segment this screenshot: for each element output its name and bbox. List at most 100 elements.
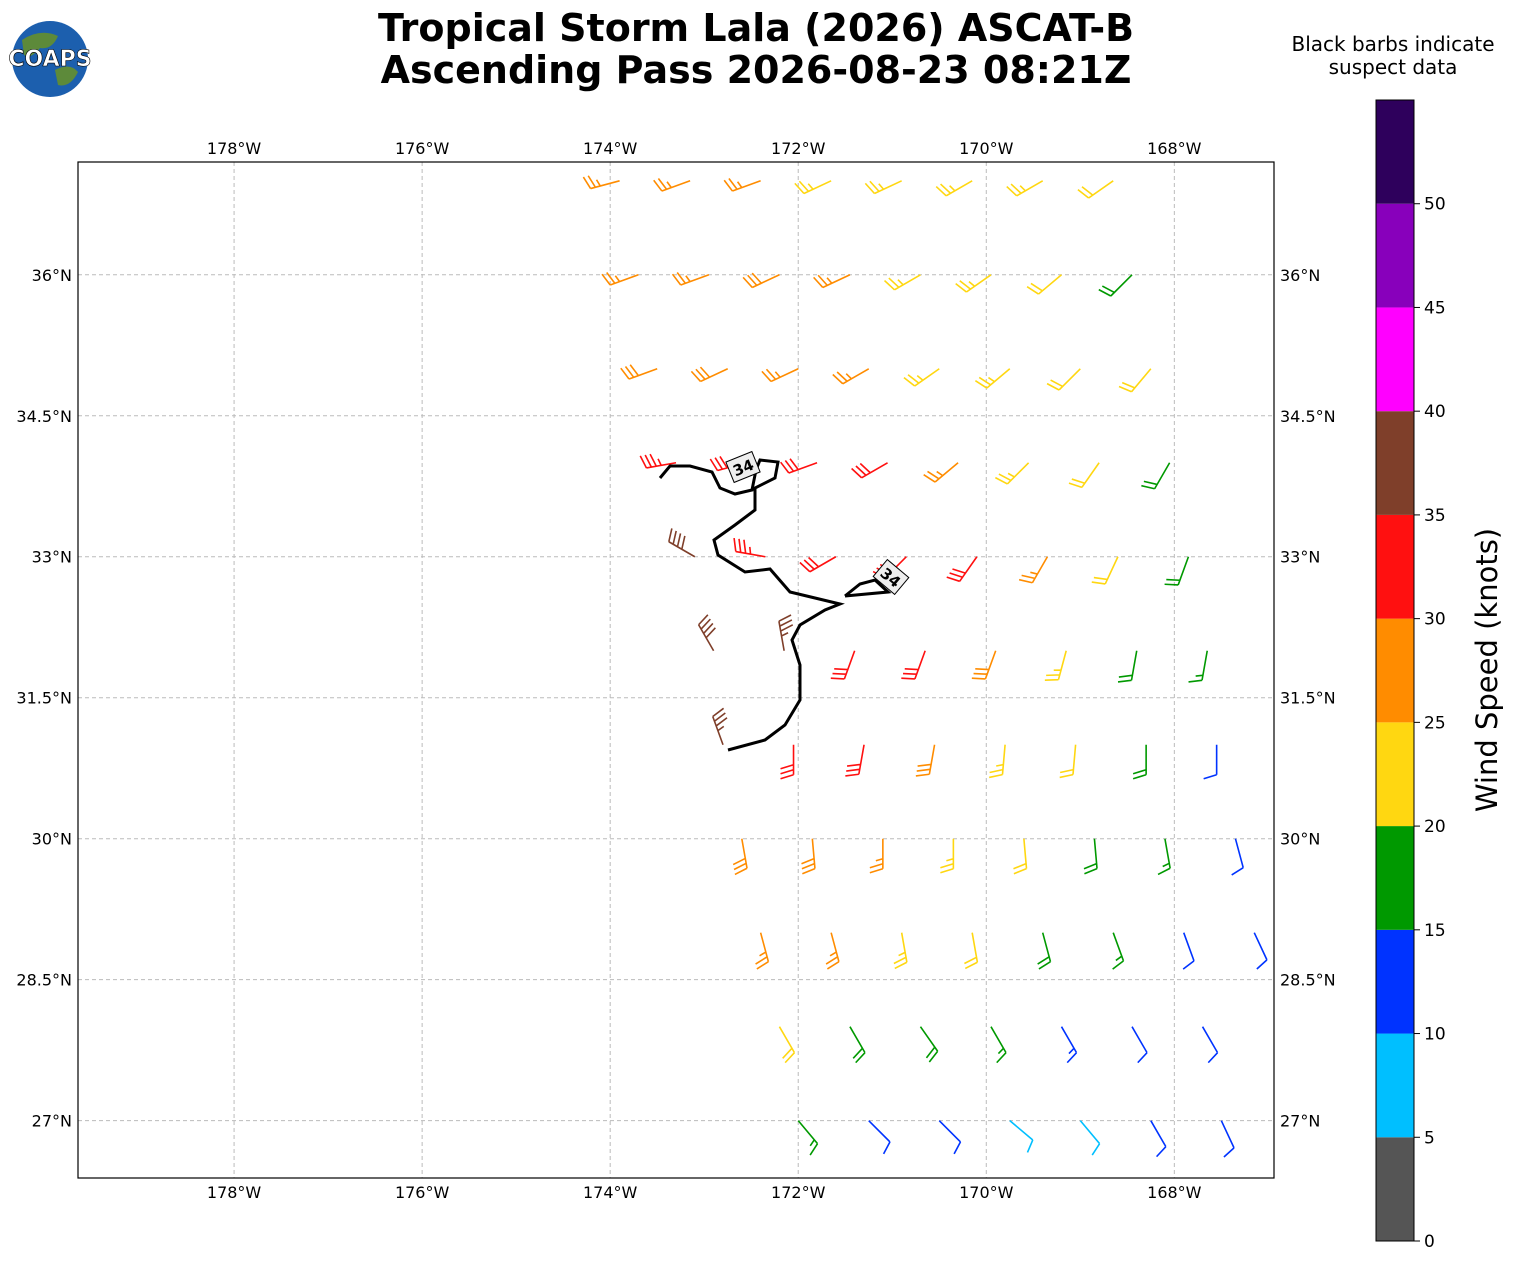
wind-barb: [780, 744, 795, 780]
lat-tick-label: 30°N: [1280, 830, 1320, 849]
graticule: 178°W 178°W 176°W 176°W 174°W 174°W 172°W 172°W…: [16, 139, 1335, 1202]
lat-tick-label: 33°N: [32, 548, 72, 567]
wind-barb: [883, 274, 921, 291]
wind-barb: [1068, 462, 1100, 489]
wind-barb: [919, 1026, 939, 1063]
wind-barb: [671, 272, 710, 286]
wind-barb: [1132, 744, 1147, 780]
lat-tick-label: 31.5°N: [1280, 689, 1336, 708]
wind-barb: [1060, 1026, 1078, 1064]
wind-barb: [1098, 274, 1133, 297]
wind-barb: [1013, 838, 1028, 875]
lat-tick-label: 27°N: [1280, 1112, 1320, 1131]
colorbar-tick-label: 30: [1424, 610, 1446, 630]
wind-barb: [1150, 1120, 1167, 1158]
colorbar-tick-label: 50: [1424, 195, 1446, 215]
wind-barb: [851, 462, 888, 479]
wind-barb: [761, 368, 799, 383]
colorbar-tick-label: 10: [1424, 1025, 1446, 1045]
lat-tick-label: 33°N: [1280, 548, 1320, 567]
wind-barb: [901, 650, 926, 680]
wind-barb: [935, 180, 973, 197]
colorbar-bin: [1376, 722, 1414, 827]
wind-barb: [797, 1120, 819, 1156]
wind-barb: [994, 462, 1030, 485]
lon-tick-label: 174°W: [583, 1183, 638, 1202]
lat-tick-label: 31.5°N: [16, 689, 72, 708]
wind-barb: [1077, 180, 1114, 199]
wind-barb: [1026, 274, 1063, 295]
wind-barb: [639, 453, 677, 469]
lat-tick-label: 36°N: [1280, 266, 1320, 285]
wind-barb: [1083, 838, 1098, 875]
wind-barb: [742, 272, 780, 289]
contour-34kt: 34 34: [658, 450, 910, 752]
wind-barb: [1231, 838, 1244, 876]
wind-barb: [1182, 932, 1195, 970]
wind-barb: [868, 1120, 891, 1155]
wind-barb: [1164, 556, 1190, 586]
colorbar-bin: [1376, 411, 1414, 515]
logo-text: COAPS: [8, 47, 91, 72]
lon-tick-label: 178°W: [207, 139, 262, 158]
wind-barb: [778, 1026, 796, 1064]
wind-barb: [869, 838, 884, 874]
wind-barb: [893, 932, 908, 970]
wind-barb: [990, 1026, 1007, 1064]
colorbar-bin: [1376, 307, 1414, 412]
wind-barb: [1141, 462, 1171, 490]
logo: COAPS: [8, 21, 92, 97]
wind-barb: [1201, 1026, 1219, 1064]
wind-barb: [989, 744, 1006, 779]
wind-barb: [1220, 1120, 1235, 1158]
lon-tick-label: 174°W: [583, 139, 638, 158]
wind-barb: [864, 180, 902, 195]
wind-barb: [830, 650, 856, 680]
wind-barb: [832, 368, 870, 385]
wind-barb: [1131, 1026, 1148, 1064]
lon-tick-label: 168°W: [1147, 1183, 1202, 1202]
wind-barb: [1006, 180, 1044, 197]
colorbar-bin: [1376, 514, 1414, 619]
lon-tick-label: 178°W: [207, 1183, 262, 1202]
wind-barb: [733, 537, 766, 558]
wind-barb: [582, 175, 620, 190]
wind-barb: [712, 707, 728, 745]
colorbar-tick-label: 45: [1424, 298, 1446, 318]
lon-tick-label: 168°W: [1147, 139, 1202, 158]
colorbar-tick-label: 25: [1424, 713, 1446, 733]
wind-barb: [955, 274, 992, 293]
title-line: Tropical Storm Lala (2026) ASCAT-B: [378, 6, 1134, 50]
lat-tick-label: 28.5°N: [16, 971, 72, 990]
wind-barb: [915, 744, 936, 777]
wind-barb: [1091, 556, 1119, 585]
lon-tick-label: 172°W: [771, 1183, 826, 1202]
colorbar-tick-label: 20: [1424, 817, 1446, 837]
lon-tick-label: 176°W: [395, 1183, 450, 1202]
wind-barb: [1118, 368, 1152, 393]
wind-barb: [1009, 1120, 1034, 1153]
wind-barb: [794, 180, 832, 195]
wind-barb: [755, 932, 770, 970]
wind-barb: [1044, 650, 1067, 682]
lat-tick-label: 28.5°N: [1280, 971, 1336, 990]
wind-barb: [940, 838, 955, 874]
colorbar-bin: [1376, 929, 1414, 1034]
colorbar-bin: [1376, 1137, 1414, 1241]
wind-barb: [780, 458, 818, 474]
colorbar-tick-label: 15: [1424, 921, 1446, 941]
colorbar-bin: [1376, 826, 1414, 930]
contour-line: [658, 458, 845, 752]
wind-barb: [974, 368, 1011, 389]
wind-barb: [778, 614, 794, 651]
wind-barb: [723, 178, 761, 192]
colorbar-tick-label: 40: [1424, 402, 1446, 422]
wind-barb: [813, 274, 851, 289]
note-line: suspect data: [1329, 55, 1458, 79]
wind-barb: [971, 650, 997, 680]
colorbar-frame: [1375, 99, 1415, 1242]
wind-barb: [668, 528, 696, 558]
wind-barb: [1046, 368, 1081, 391]
contour-line: [844, 578, 892, 598]
